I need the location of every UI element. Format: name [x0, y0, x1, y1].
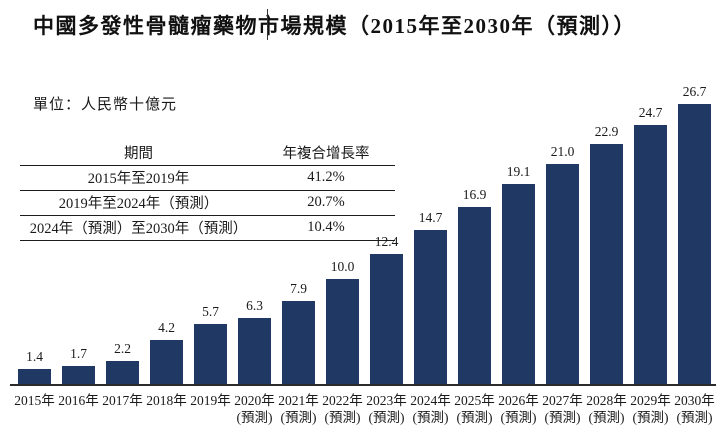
cagr-period-cell: 2019年至2024年（預測）	[20, 190, 257, 216]
x-axis-label-year: 2029年	[630, 393, 671, 408]
x-axis-label-forecast: (預測)	[632, 410, 669, 425]
bar	[238, 318, 271, 384]
bar-value-label: 6.3	[246, 298, 263, 313]
x-axis-label: 2023年 (預測)	[357, 392, 417, 426]
x-axis-label: 2030年 (預測)	[665, 392, 724, 426]
x-axis-label: 2025年 (預測)	[445, 392, 505, 426]
x-axis-label: 2017年	[93, 392, 153, 409]
bar-value-label: 19.1	[506, 164, 531, 179]
x-axis-label-forecast: (預測)	[412, 410, 449, 425]
x-axis-label-year: 2027年	[542, 393, 583, 408]
x-axis-label: 2016年	[49, 392, 109, 409]
bar	[590, 144, 623, 384]
x-axis-label: 2020年 (預測)	[225, 392, 285, 426]
cagr-period-cell: 2015年至2019年	[20, 165, 257, 191]
x-axis-label-year: 2026年	[498, 393, 539, 408]
bar-value-label: 10.0	[330, 259, 355, 274]
x-axis-label: 2022年 (預測)	[313, 392, 373, 426]
bar-value-label: 7.9	[290, 281, 307, 296]
bar	[150, 340, 183, 384]
cagr-table-row: 2019年至2024年（預測） 20.7%	[20, 190, 395, 216]
x-axis-label-forecast: (預測)	[676, 410, 713, 425]
cagr-value-cell: 20.7%	[257, 190, 395, 216]
cagr-table-header-period: 期間	[20, 141, 257, 166]
bar	[678, 104, 711, 384]
cagr-value-cell: 41.2%	[257, 165, 395, 191]
x-axis-label-year: 2024年	[410, 393, 451, 408]
x-axis-label-forecast: (預測)	[280, 410, 317, 425]
x-axis-label-year: 2025年	[454, 393, 495, 408]
bar	[502, 184, 535, 384]
bar	[414, 230, 447, 384]
page-title: 中國多發性骨髓瘤藥物市場規模（2015年至2030年（預測））	[33, 14, 636, 38]
bar	[194, 324, 227, 384]
bar	[18, 369, 51, 384]
x-axis-label: 2018年	[137, 392, 197, 409]
bar-value-label: 2.2	[114, 341, 131, 356]
bar-value-label: 1.7	[70, 346, 87, 361]
bar	[106, 361, 139, 384]
x-axis-label-year: 2020年	[234, 393, 275, 408]
bar	[634, 125, 667, 384]
bar	[62, 366, 95, 384]
bar-value-label: 4.2	[158, 320, 175, 335]
bar-value-label: 21.0	[550, 144, 575, 159]
x-axis-label: 2028年 (預測)	[577, 392, 637, 426]
x-axis-label-forecast: (預測)	[544, 410, 581, 425]
x-axis-label: 2026年 (預測)	[489, 392, 549, 426]
cagr-value-cell: 10.4%	[257, 215, 395, 241]
x-axis-label-year: 2015年	[14, 393, 55, 408]
bar	[458, 207, 491, 384]
bar-value-label: 14.7	[418, 210, 443, 225]
bar-value-label: 1.4	[26, 349, 43, 364]
x-axis-label: 2027年 (預測)	[533, 392, 593, 426]
x-axis-label: 2021年 (預測)	[269, 392, 329, 426]
x-axis-label-forecast: (預測)	[456, 410, 493, 425]
bar-value-label: 22.9	[594, 124, 619, 139]
cagr-table-header-row: 期間 年複合增長率	[20, 141, 395, 166]
x-axis-label: 2015年	[5, 392, 65, 409]
bar	[546, 164, 579, 384]
x-axis-label-forecast: (預測)	[368, 410, 405, 425]
cagr-table-row: 2015年至2019年 41.2%	[20, 165, 395, 191]
x-axis-label-year: 2021年	[278, 393, 319, 408]
cagr-table: 期間 年複合增長率 2015年至2019年 41.2% 2019年至2024年（預測…	[20, 141, 395, 241]
x-axis-label-forecast: (預測)	[236, 410, 273, 425]
x-axis-label-year: 2022年	[322, 393, 363, 408]
bar	[326, 279, 359, 384]
bar-value-label: 5.7	[202, 304, 219, 319]
x-axis-label-year: 2016年	[58, 393, 99, 408]
x-axis-line	[10, 384, 716, 386]
x-axis-label-year: 2017年	[102, 393, 143, 408]
cagr-table-row: 2024年（預測）至2030年（預測） 10.4%	[20, 215, 395, 241]
x-axis-label-year: 2018年	[146, 393, 187, 408]
x-axis-label-forecast: (預測)	[500, 410, 537, 425]
bar	[370, 254, 403, 384]
x-axis-label-year: 2019年	[190, 393, 231, 408]
x-axis-label-forecast: (預測)	[588, 410, 625, 425]
bar-value-label: 16.9	[462, 187, 487, 202]
bar	[282, 301, 315, 384]
cagr-period-cell: 2024年（預測）至2030年（預測）	[20, 215, 257, 241]
unit-label: 單位：人民幣十億元	[33, 97, 178, 113]
x-axis-label-year: 2030年	[674, 393, 715, 408]
x-axis-label-forecast: (預測)	[324, 410, 361, 425]
x-axis-label: 2024年 (預測)	[401, 392, 461, 426]
x-axis-label-year: 2028年	[586, 393, 627, 408]
bar-value-label: 24.7	[638, 105, 663, 120]
x-axis-label-year: 2023年	[366, 393, 407, 408]
x-axis-label: 2019年	[181, 392, 241, 409]
cagr-table-header-cagr: 年複合增長率	[257, 141, 395, 166]
bar-value-label: 26.7	[682, 84, 707, 99]
x-axis-label: 2029年 (預測)	[621, 392, 681, 426]
bar-value-label: 12.4	[374, 234, 399, 249]
title-artifact-line	[267, 9, 268, 40]
cagr-table-body: 2015年至2019年 41.2% 2019年至2024年（預測） 20.7% 2024…	[20, 165, 395, 241]
